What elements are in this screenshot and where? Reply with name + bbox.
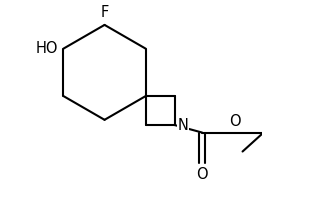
Text: HO: HO (36, 41, 58, 56)
Text: F: F (100, 5, 109, 20)
Text: N: N (178, 118, 188, 132)
Text: O: O (196, 166, 208, 181)
Text: O: O (229, 114, 241, 129)
